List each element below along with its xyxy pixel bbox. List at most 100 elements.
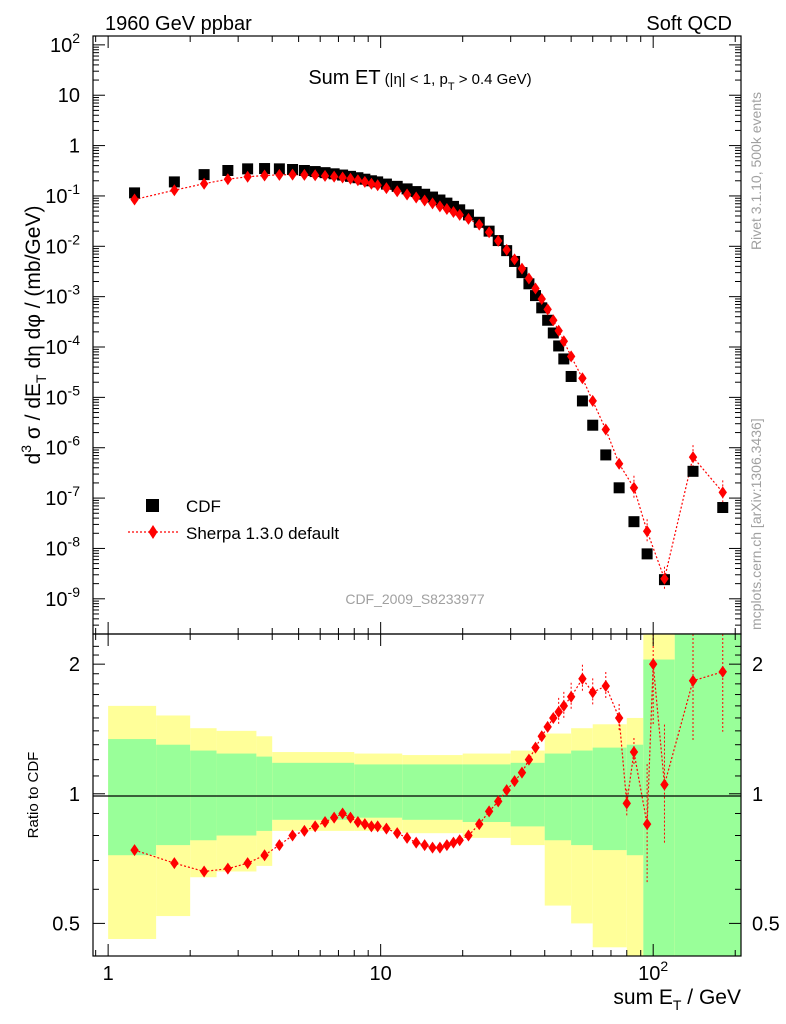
sherpa-point bbox=[402, 188, 412, 201]
mcplots-label: mcplots.cern.ch [arXiv:1306.3436] bbox=[748, 418, 764, 630]
sherpa-point bbox=[531, 282, 540, 295]
ratio-point bbox=[475, 818, 484, 831]
main-panel: 102 10 1 10-1 10-2 10-3 10-4 10-5 10-6 10-7 10-8 10… bbox=[18, 30, 742, 635]
ratio-point bbox=[329, 811, 339, 824]
ratio-point bbox=[288, 829, 297, 842]
ratio-point bbox=[420, 839, 429, 852]
ratio-series-layer bbox=[130, 634, 727, 885]
sherpa-point bbox=[428, 197, 437, 210]
ratio-point bbox=[566, 690, 576, 703]
y-label-exp: 3 bbox=[18, 445, 34, 453]
cdf-point bbox=[222, 165, 234, 177]
ratio-y-tick-label: 0.5 bbox=[52, 913, 80, 935]
cdf-point bbox=[553, 340, 565, 352]
ratio-point bbox=[223, 862, 233, 875]
x-tick-label: 10 bbox=[370, 963, 392, 985]
sherpa-point bbox=[517, 262, 527, 275]
header-right: Soft QCD bbox=[646, 13, 732, 35]
y-tick-label: 10-4 bbox=[45, 332, 80, 359]
sherpa-point bbox=[588, 394, 597, 407]
ratio-point bbox=[559, 699, 569, 712]
ratio-point bbox=[660, 778, 669, 791]
legend-cdf-marker bbox=[146, 499, 159, 512]
rivet-label: Rivet 3.1.10, 500k events bbox=[748, 92, 764, 250]
main-title-cut: (|η| < 1, p bbox=[385, 71, 448, 88]
y-tick-label: 102 bbox=[50, 30, 80, 57]
sherpa-point bbox=[373, 179, 382, 192]
cdf-point bbox=[419, 188, 431, 200]
y-label-end: dη dφ / (mb/GeV) bbox=[22, 206, 45, 375]
cdf-point bbox=[600, 449, 612, 461]
main-series-layer bbox=[129, 163, 729, 591]
ratio-band-inner bbox=[108, 739, 157, 856]
ratio-point bbox=[688, 674, 698, 687]
ratio-point bbox=[718, 665, 727, 678]
ratio-point bbox=[648, 658, 658, 671]
ratio-point bbox=[494, 795, 503, 808]
sherpa-point bbox=[435, 200, 445, 213]
sherpa-point bbox=[420, 194, 429, 207]
ratio-point bbox=[310, 820, 320, 833]
ratio-bands-layer bbox=[108, 634, 741, 956]
ratio-point bbox=[524, 753, 534, 766]
y-tick-label: 1 bbox=[69, 136, 80, 158]
y-tick-label: 10-2 bbox=[45, 231, 80, 258]
ratio-point bbox=[531, 741, 540, 754]
sherpa-point bbox=[310, 169, 320, 182]
ratio-point bbox=[260, 849, 269, 862]
ratio-point bbox=[543, 720, 552, 733]
legend-sherpa-marker bbox=[148, 525, 158, 539]
cdf-point bbox=[530, 290, 542, 302]
sherpa-point bbox=[549, 314, 558, 327]
y-tick-label: 10-8 bbox=[45, 533, 80, 560]
ratio-point bbox=[360, 818, 370, 831]
cdf-point bbox=[717, 502, 729, 514]
sherpa-point bbox=[484, 226, 494, 239]
ratio-y-tick-label-right: 2 bbox=[752, 654, 763, 676]
ratio-band-inner bbox=[216, 753, 257, 836]
ratio-point bbox=[382, 822, 391, 835]
sherpa-point bbox=[494, 234, 503, 247]
header-left: 1960 GeV ppbar bbox=[105, 13, 252, 35]
cdf-point bbox=[427, 191, 439, 203]
x-label-unit: / GeV bbox=[681, 986, 741, 1009]
main-title: Sum ET (|η| < 1, pT > 0.4 GeV) bbox=[308, 67, 531, 93]
ratio-point bbox=[629, 746, 639, 759]
cdf-point bbox=[587, 419, 599, 431]
cdf-point bbox=[542, 314, 554, 326]
ratio-point bbox=[484, 805, 494, 818]
cdf-point bbox=[613, 482, 625, 494]
ratio-point bbox=[130, 844, 139, 857]
legend: CDF Sherpa 1.3.0 default bbox=[128, 497, 339, 543]
main-frame bbox=[92, 35, 742, 635]
ratio-point bbox=[642, 818, 652, 831]
ratio-band-inner bbox=[256, 756, 273, 831]
ratio-point bbox=[275, 839, 284, 852]
cdf-point bbox=[565, 370, 577, 382]
ratio-band-inner bbox=[643, 659, 675, 956]
cdf-point bbox=[434, 194, 446, 206]
ratio-band-inner bbox=[190, 750, 217, 841]
sherpa-point bbox=[300, 168, 309, 181]
ratio-point bbox=[435, 841, 445, 854]
ratio-point bbox=[442, 839, 452, 852]
sherpa-point bbox=[464, 212, 473, 225]
cdf-point bbox=[576, 395, 588, 407]
sherpa-point bbox=[130, 193, 139, 206]
sherpa-point bbox=[367, 177, 376, 190]
ratio-point bbox=[588, 686, 597, 699]
main-tick-layer: 102 10 1 10-1 10-2 10-3 10-4 10-5 10-6 10-7 10-8 10… bbox=[45, 30, 741, 635]
sherpa-point bbox=[642, 525, 652, 538]
y-tick-label: 10-3 bbox=[45, 282, 80, 309]
cdf-point bbox=[273, 163, 285, 175]
sherpa-point bbox=[382, 182, 391, 195]
y-label-d: d bbox=[22, 453, 45, 465]
ratio-point bbox=[502, 784, 511, 797]
sherpa-point bbox=[442, 203, 452, 216]
sherpa-point bbox=[629, 481, 639, 494]
sherpa-point bbox=[338, 171, 347, 184]
sherpa-point bbox=[360, 175, 370, 188]
sherpa-point bbox=[288, 168, 297, 181]
sherpa-point bbox=[614, 457, 624, 470]
sherpa-point bbox=[566, 350, 576, 363]
